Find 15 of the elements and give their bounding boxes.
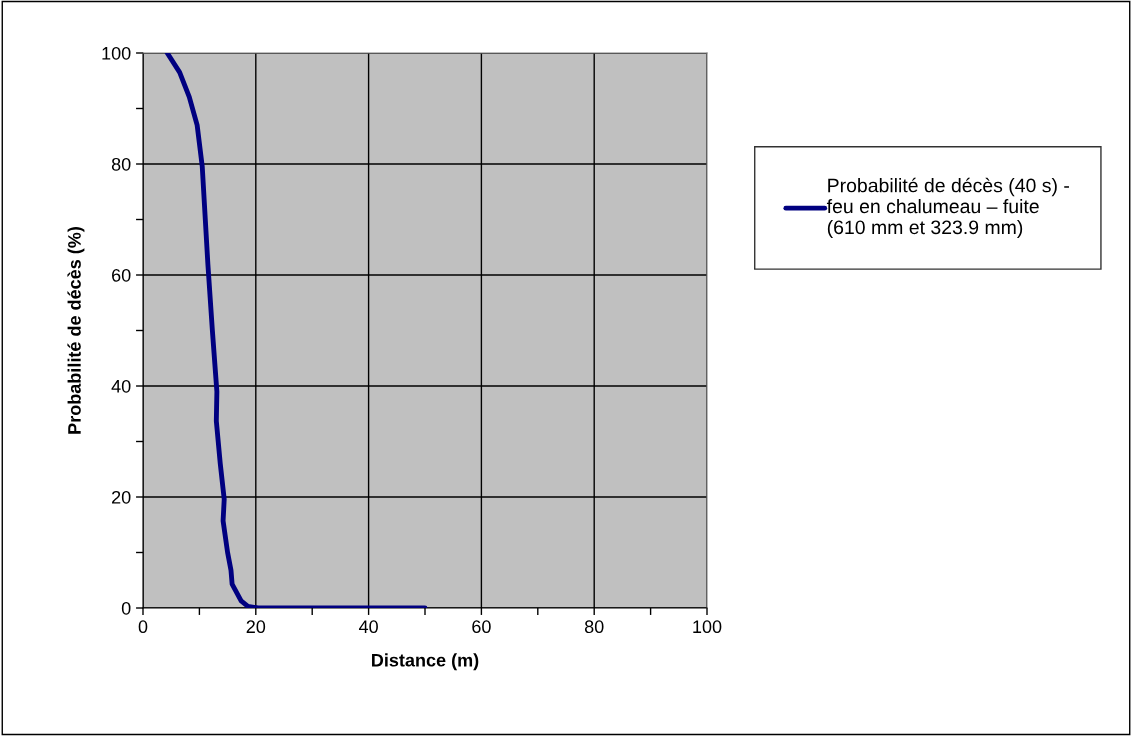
x-axis-title: Distance (m)	[372, 653, 479, 671]
y-tick-label: 80	[111, 157, 131, 171]
x-tick-label: 0	[138, 620, 148, 634]
y-tick-label: 20	[112, 490, 131, 504]
y-axis-title: Probabilité de décès (%)	[67, 227, 85, 434]
x-tick-label: 20	[246, 620, 266, 634]
x-tick-label: 60	[472, 620, 491, 634]
x-tick-label: 40	[358, 620, 378, 634]
x-tick-label: 80	[584, 620, 604, 634]
y-tick-label: 40	[111, 379, 131, 393]
y-tick-label: 100	[102, 46, 131, 60]
y-tick-label: 0	[121, 601, 131, 615]
y-tick-label: 60	[112, 268, 131, 282]
x-tick-label: 100	[693, 620, 722, 634]
legend-label: Probabilité de décès (40 s) - feu en chalumeau – fuite (610 mm et 323.9 mm)	[826, 177, 1069, 239]
